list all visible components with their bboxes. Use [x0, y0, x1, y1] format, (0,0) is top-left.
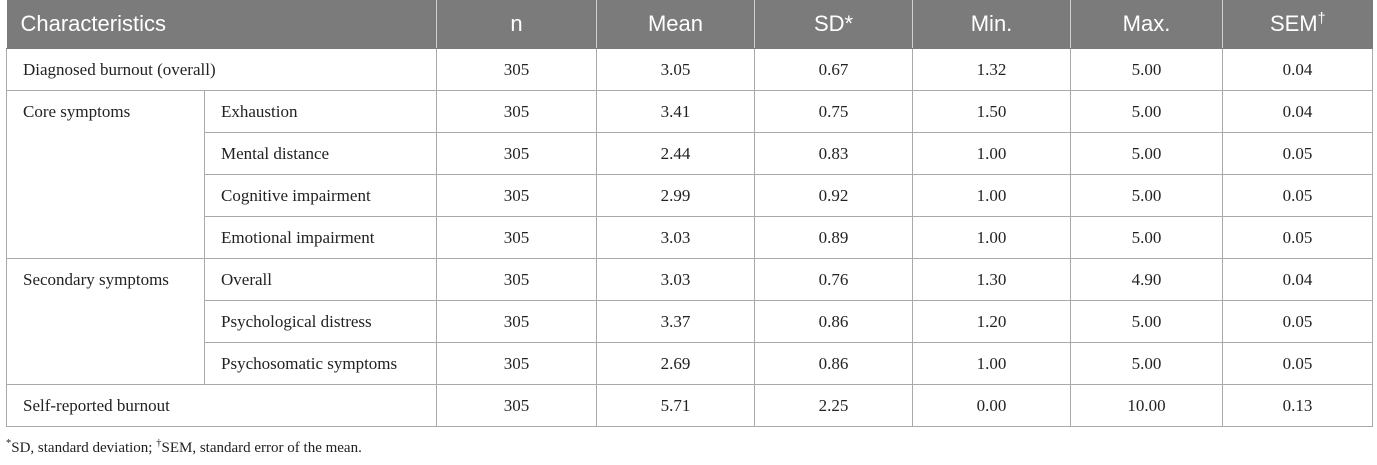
cell-mean: 3.37	[596, 300, 756, 343]
table-row-self-reported: Self-reported burnout 305 5.71 2.25 0.00…	[5, 384, 1374, 427]
cell-n: 305	[436, 300, 598, 343]
cell-sd: 0.86	[754, 300, 914, 343]
cell-sd: 0.76	[754, 258, 914, 301]
cell-n: 305	[436, 342, 598, 385]
row-label: Self-reported burnout	[5, 384, 438, 427]
cell-min: 1.30	[912, 258, 1072, 301]
footnote-mark-sd: *	[6, 438, 12, 450]
cell-sem: 0.05	[1222, 132, 1374, 175]
cell-max: 10.00	[1070, 384, 1224, 427]
cell-n: 305	[436, 132, 598, 175]
row-label: Diagnosed burnout (overall)	[5, 48, 438, 91]
cell-max: 4.90	[1070, 258, 1224, 301]
cell-max: 5.00	[1070, 300, 1224, 343]
cell-max: 5.00	[1070, 132, 1224, 175]
cell-sd: 2.25	[754, 384, 914, 427]
row-label: Psychosomatic symptoms	[203, 342, 438, 385]
header-n: n	[436, 0, 597, 49]
cell-min: 0.00	[912, 384, 1072, 427]
cell-max: 5.00	[1070, 174, 1224, 217]
cell-sem: 0.05	[1222, 216, 1374, 259]
header-max: Max.	[1070, 0, 1223, 49]
header-sd-label: SD	[813, 11, 845, 36]
row-label: Cognitive impairment	[203, 174, 438, 217]
cell-sem: 0.04	[1222, 90, 1374, 133]
header-sd-mark: *	[844, 11, 854, 36]
row-label: Overall	[203, 258, 438, 301]
cell-sd: 0.92	[754, 174, 914, 217]
cell-mean: 2.44	[596, 132, 756, 175]
row-label: Exhaustion	[203, 90, 438, 133]
cell-mean: 3.03	[596, 216, 756, 259]
cell-sd: 0.83	[754, 132, 914, 175]
header-sd: SD*	[754, 0, 913, 49]
cell-min: 1.20	[912, 300, 1072, 343]
cell-min: 1.32	[912, 48, 1072, 91]
cell-sem: 0.13	[1222, 384, 1374, 427]
cell-max: 5.00	[1070, 216, 1224, 259]
cell-max: 5.00	[1070, 90, 1224, 133]
header-mean: Mean	[596, 0, 755, 49]
cell-n: 305	[436, 90, 598, 133]
cell-sd: 0.86	[754, 342, 914, 385]
table-row-diagnosed-overall: Diagnosed burnout (overall) 305 3.05 0.6…	[5, 48, 1374, 91]
table-row-exhaustion: Core symptoms Exhaustion 305 3.41 0.75 1…	[6, 90, 1374, 259]
cell-min: 1.50	[912, 90, 1072, 133]
cell-sem: 0.05	[1222, 342, 1374, 385]
table-row-cognitive-impairment: Cognitive impairment 305 2.99 0.92 1.00 …	[7, 174, 1374, 217]
header-row: Characteristics n Mean SD* Min. Max. SEM…	[6, 0, 1373, 49]
table-row-mental-distance: Mental distance 305 2.44 0.83 1.00 5.00 …	[7, 132, 1374, 175]
cell-max: 5.00	[1070, 48, 1224, 91]
row-label: Mental distance	[203, 132, 438, 175]
header-min: Min.	[912, 0, 1071, 49]
results-table-container: Characteristics n Mean SD* Min. Max. SEM…	[5, 0, 1374, 427]
header-characteristics: Characteristics	[6, 0, 437, 49]
row-label: Emotional impairment	[203, 216, 438, 259]
cell-n: 305	[436, 258, 598, 301]
cell-min: 1.00	[912, 132, 1072, 175]
cell-sem: 0.05	[1222, 300, 1374, 343]
cell-mean: 5.71	[596, 384, 756, 427]
table-row-psychological-distress: Psychological distress 305 3.37 0.86 1.2…	[7, 300, 1374, 343]
cell-mean: 2.99	[596, 174, 756, 217]
cell-sd: 0.89	[754, 216, 914, 259]
cell-mean: 3.03	[596, 258, 756, 301]
cell-mean: 3.05	[596, 48, 756, 91]
cell-mean: 2.69	[596, 342, 756, 385]
cell-sem: 0.04	[1222, 48, 1374, 91]
table-row-emotional-impairment: Emotional impairment 305 3.03 0.89 1.00 …	[7, 216, 1374, 259]
burnout-statistics-table: Characteristics n Mean SD* Min. Max. SEM…	[5, 0, 1374, 427]
cell-sd: 0.67	[754, 48, 914, 91]
cell-max: 5.00	[1070, 342, 1224, 385]
table-row-psychosomatic-symptoms: Psychosomatic symptoms 305 2.69 0.86 1.0…	[7, 342, 1374, 385]
table-footnote: *SD, standard deviation; †SEM, standard …	[6, 438, 362, 457]
cell-min: 1.00	[912, 216, 1072, 259]
cell-min: 1.00	[912, 342, 1072, 385]
header-sem-mark: †	[1317, 11, 1326, 28]
group-label-secondary: Secondary symptoms	[6, 258, 205, 385]
cell-n: 305	[436, 174, 598, 217]
row-label: Psychological distress	[203, 300, 438, 343]
cell-mean: 3.41	[596, 90, 756, 133]
group-label-core: Core symptoms	[6, 90, 205, 259]
cell-n: 305	[436, 384, 598, 427]
cell-sd: 0.75	[754, 90, 914, 133]
header-sem-label: SEM	[1269, 11, 1318, 36]
header-sem: SEM†	[1222, 0, 1373, 49]
cell-n: 305	[436, 48, 598, 91]
cell-sem: 0.05	[1222, 174, 1374, 217]
cell-n: 305	[436, 216, 598, 259]
footnote-text-sd: SD, standard deviation;	[11, 440, 157, 456]
footnote-mark-sem: †	[156, 438, 162, 450]
cell-sem: 0.04	[1222, 258, 1374, 301]
table-row-secondary-overall: Secondary symptoms Overall 305 3.03 0.76…	[6, 258, 1374, 385]
footnote-text-sem: SEM, standard error of the mean.	[161, 440, 362, 456]
cell-min: 1.00	[912, 174, 1072, 217]
